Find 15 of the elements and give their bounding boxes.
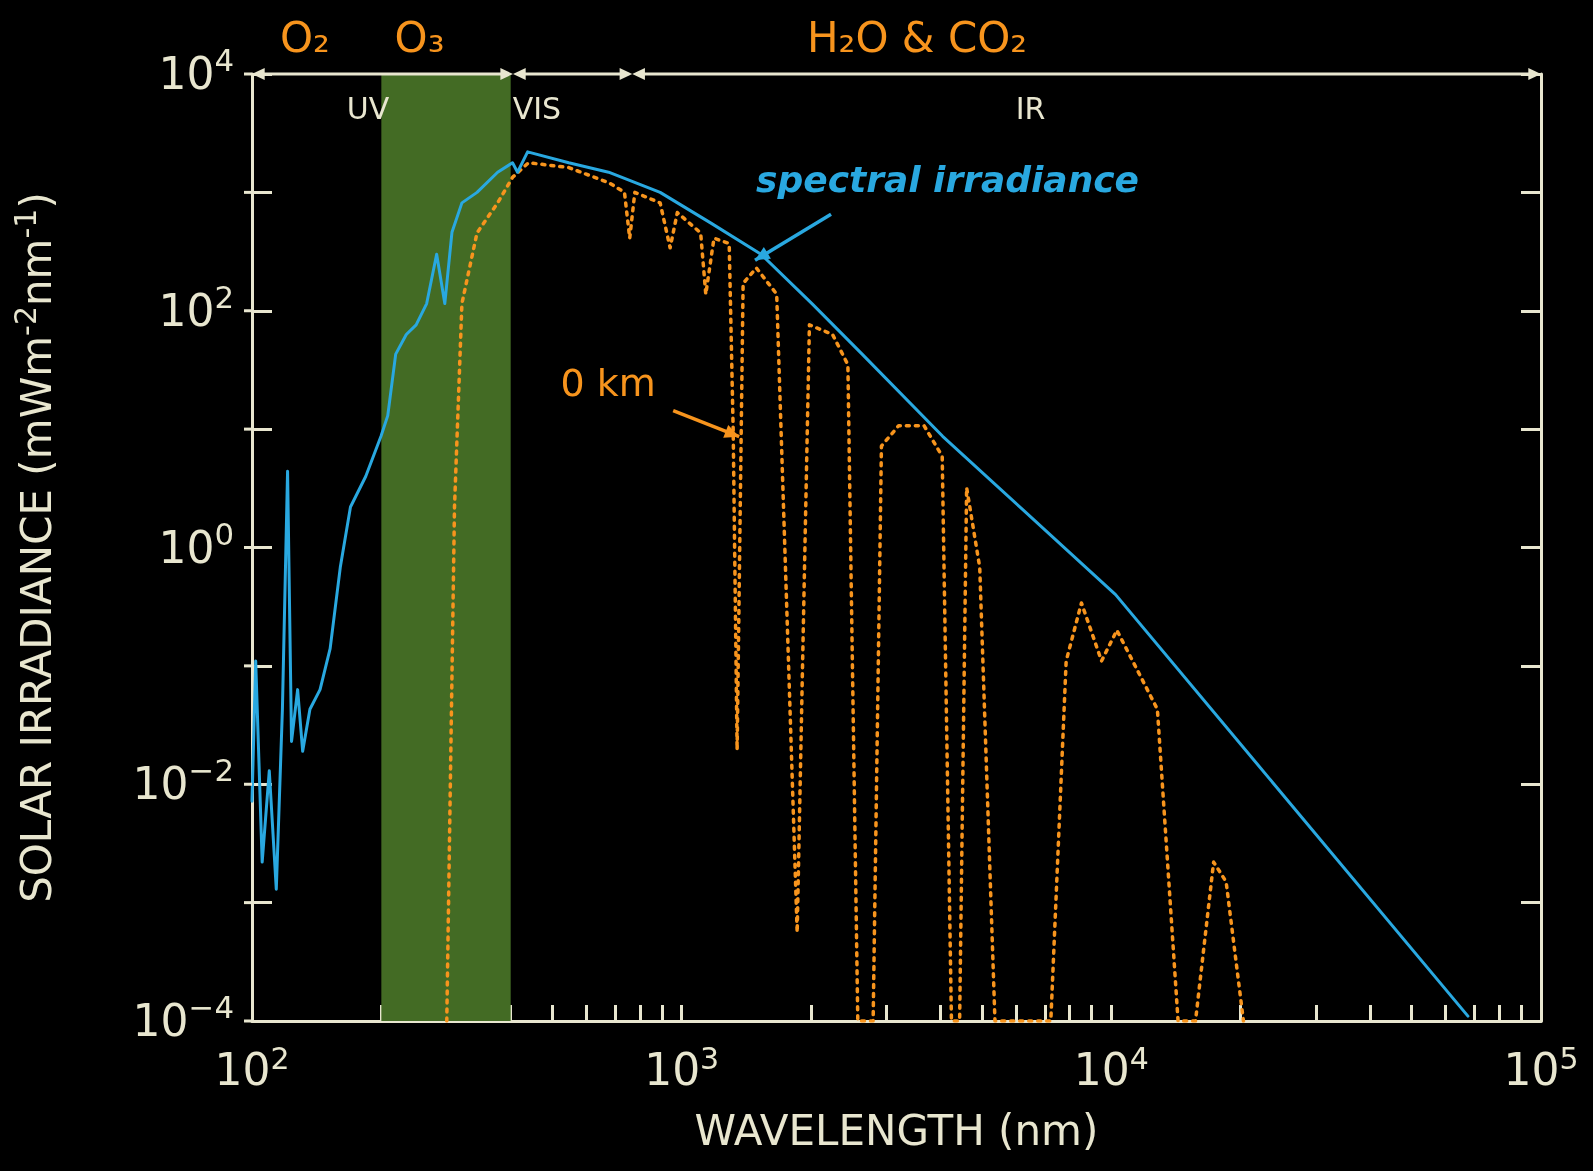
text: H₂O & CO₂ — [807, 13, 1028, 62]
text: O₂ — [279, 13, 330, 62]
series-label: 0 km — [560, 360, 656, 405]
annotation: IR — [1015, 91, 1046, 126]
y-tick-label: 10$^{4}$ — [158, 42, 234, 99]
text: O₃ — [394, 13, 445, 62]
annotation: UV — [346, 91, 390, 126]
y-axis-title: SOLAR IRRADIANCE (mWm-2nm-1) — [7, 192, 61, 903]
y-tick-label: 10$^{0}$ — [158, 515, 234, 573]
y-tick-label: 10$^{−4}$ — [132, 989, 234, 1046]
x-axis-title: WAVELENGTH (nm) — [694, 1105, 1099, 1155]
annotation: VIS — [512, 91, 562, 126]
series-label: spectral irradiance — [756, 159, 1140, 201]
y-tick-label: 10$^{2}$ — [158, 278, 234, 336]
y-tick-label: 10$^{−2}$ — [132, 752, 234, 810]
